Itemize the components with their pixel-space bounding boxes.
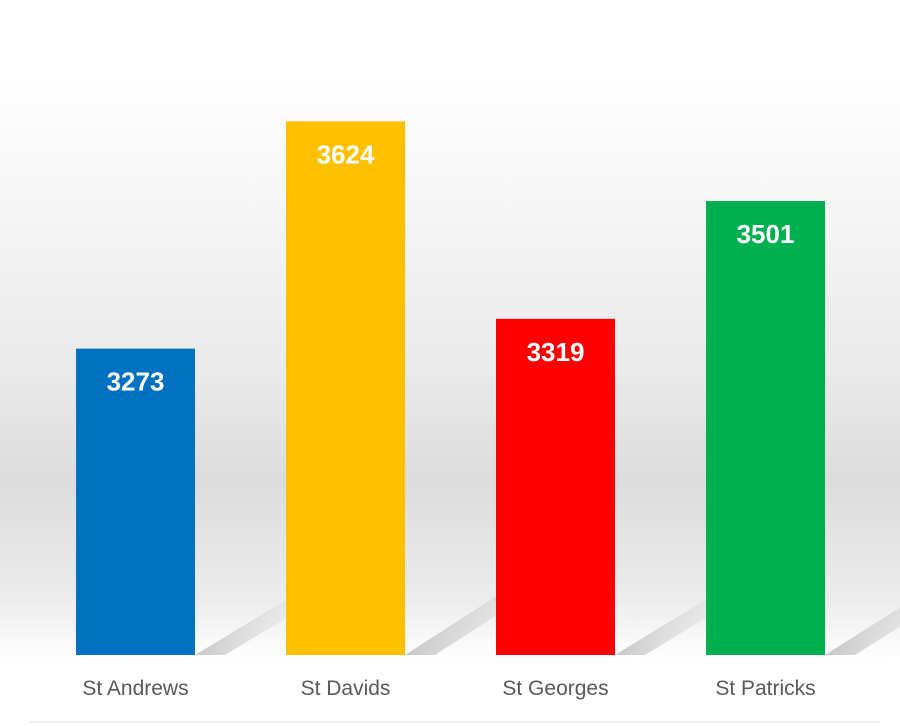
category-label-st-andrews: St Andrews bbox=[82, 677, 188, 700]
bar-shadow-st-patricks bbox=[825, 607, 900, 655]
category-label-st-patricks: St Patricks bbox=[715, 677, 815, 700]
bar-st-georges bbox=[496, 318, 615, 655]
bar-st-davids bbox=[286, 121, 405, 655]
bar-value-label-st-patricks: 3501 bbox=[737, 219, 795, 249]
bars: 3273 3624 3319 3501 bbox=[76, 121, 825, 656]
category-label-st-davids: St Davids bbox=[301, 677, 391, 700]
category-label-st-georges: St Georges bbox=[502, 677, 608, 700]
bar-value-label-st-davids: 3624 bbox=[317, 139, 375, 169]
category-labels: St Andrews St Davids St Georges St Patricks bbox=[82, 677, 815, 700]
bar-value-label-st-georges: 3319 bbox=[527, 337, 585, 367]
bar-st-patricks bbox=[706, 200, 825, 656]
bar-value-label-st-andrews: 3273 bbox=[107, 367, 165, 397]
bar-st-andrews bbox=[76, 348, 195, 655]
